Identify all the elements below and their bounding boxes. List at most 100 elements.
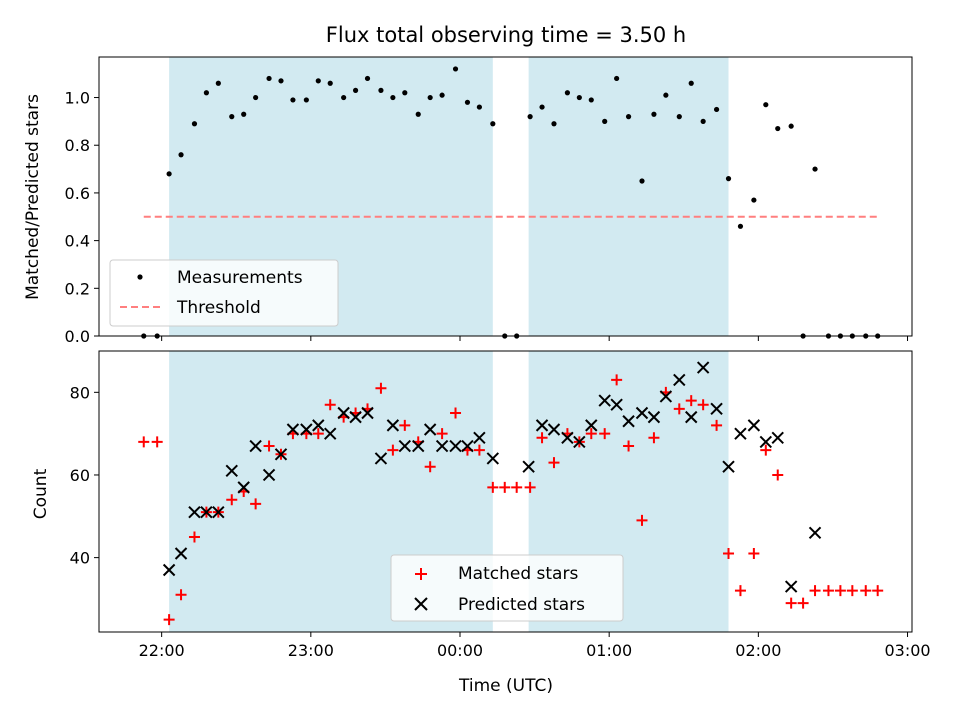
measurement-point <box>751 197 757 203</box>
measurement-point <box>625 114 632 120</box>
measurement-point <box>402 90 408 96</box>
measurement-point <box>439 92 445 98</box>
y-tick-label: 1.0 <box>65 89 90 108</box>
predicted-star-point <box>412 439 425 453</box>
top-plot-frame <box>98 56 913 337</box>
predicted-star-point <box>747 419 761 432</box>
y-tick-label: 0.6 <box>65 184 90 203</box>
measurement-point <box>327 80 333 86</box>
measurement-point <box>364 75 371 82</box>
measurement-point <box>303 97 309 103</box>
measurement-point <box>588 97 594 103</box>
measurement-point <box>266 75 272 82</box>
predicted-star-point <box>673 373 686 387</box>
matched-star-point <box>611 374 623 386</box>
matched-star-point <box>536 432 548 444</box>
measurement-point <box>614 75 620 82</box>
measurement-point <box>476 104 482 110</box>
measurement-point <box>490 121 496 127</box>
legend-threshold-label: Threshold <box>176 298 261 318</box>
top-plot-area <box>141 66 881 339</box>
measurement-point <box>203 90 210 96</box>
measurement-point <box>241 111 247 117</box>
matched-star-point <box>760 444 772 456</box>
predicted-star-point <box>473 431 486 444</box>
predicted-star-point <box>423 423 437 436</box>
matched-star-point <box>250 498 262 510</box>
predicted-star-point <box>759 435 773 449</box>
matched-star-point <box>723 547 735 559</box>
matched-star-point <box>785 597 797 609</box>
measurement-point <box>713 106 720 113</box>
predicted-star-point <box>225 464 238 478</box>
y-tick-label: 80 <box>70 383 90 402</box>
matched-star-point <box>324 399 336 411</box>
predicted-star-point <box>449 439 462 453</box>
y-tick-label: 0.2 <box>65 279 90 298</box>
matched-star-point <box>834 585 846 597</box>
predicted-star-point <box>162 563 176 577</box>
top-y-axis-label: Matched/Predicted stars <box>23 94 43 300</box>
matched-star-point <box>585 428 597 440</box>
matched-star-point <box>163 614 175 626</box>
predicted-star-point <box>522 460 535 473</box>
matched-star-point <box>748 547 760 559</box>
predicted-star-point <box>361 406 374 420</box>
matched-star-point <box>175 589 187 601</box>
predicted-star-point <box>398 439 412 453</box>
matched-star-point <box>312 428 324 440</box>
legend-predicted-marker <box>414 597 428 611</box>
measurement-point <box>639 178 645 184</box>
measurement-point <box>725 176 732 182</box>
predicted-star-point <box>547 423 561 436</box>
predicted-star-point <box>337 406 350 420</box>
x-tick-label: 03:00 <box>884 641 930 660</box>
measurement-point <box>564 90 571 96</box>
x-tick-label: 00:00 <box>437 641 483 660</box>
matched-star-point <box>399 419 411 431</box>
legend-matched-marker <box>415 568 427 580</box>
predicted-star-point <box>734 427 747 440</box>
bottom-plot-area <box>138 361 884 626</box>
measurement-point <box>253 94 259 101</box>
measurement-point <box>651 111 657 117</box>
matched-star-point <box>734 585 746 597</box>
measurement-point <box>315 78 321 84</box>
measurement-point <box>688 80 694 86</box>
matched-star-point <box>263 440 275 452</box>
matched-star-point <box>822 585 834 597</box>
top-legend: Measurements Threshold <box>109 259 339 327</box>
predicted-star-point <box>286 423 300 436</box>
matched-star-point <box>524 481 536 493</box>
matched-star-point <box>424 461 436 473</box>
predicted-star-point <box>312 419 325 432</box>
measurement-point <box>527 114 533 120</box>
predicted-star-point <box>585 419 598 432</box>
predicted-star-point <box>535 419 549 432</box>
matched-star-point <box>599 428 611 440</box>
matched-star-point <box>138 436 150 448</box>
matched-star-point <box>636 514 648 526</box>
y-tick-label: 40 <box>70 549 90 568</box>
matched-star-point <box>711 419 723 431</box>
x-tick-label: 22:00 <box>139 641 185 660</box>
matched-star-point <box>809 585 821 597</box>
measurement-point <box>352 87 359 93</box>
matched-star-point <box>846 585 858 597</box>
measurement-point <box>602 118 608 124</box>
bottom-x-axis-label: Time (UTC) <box>458 676 553 696</box>
bottom-x-ticks: 22:00 23:00 00:00 01:00 02:00 03:00 <box>139 632 931 660</box>
predicted-star-point <box>237 481 250 494</box>
predicted-star-point <box>174 547 188 560</box>
x-tick-label: 02:00 <box>735 641 781 660</box>
bottom-legend-box <box>390 554 624 622</box>
bottom-panel: 22:00 23:00 00:00 01:00 02:00 03:00 40 60 80 Ti… <box>31 350 931 696</box>
predicted-star-point <box>659 390 673 403</box>
predicted-star-point <box>685 410 698 424</box>
predicted-star-point <box>486 452 500 465</box>
legend-matched-label: Matched stars <box>458 564 578 584</box>
predicted-star-point <box>300 423 313 436</box>
measurement-point <box>700 118 706 124</box>
measurement-point <box>676 114 682 120</box>
predicted-star-point <box>461 439 474 453</box>
